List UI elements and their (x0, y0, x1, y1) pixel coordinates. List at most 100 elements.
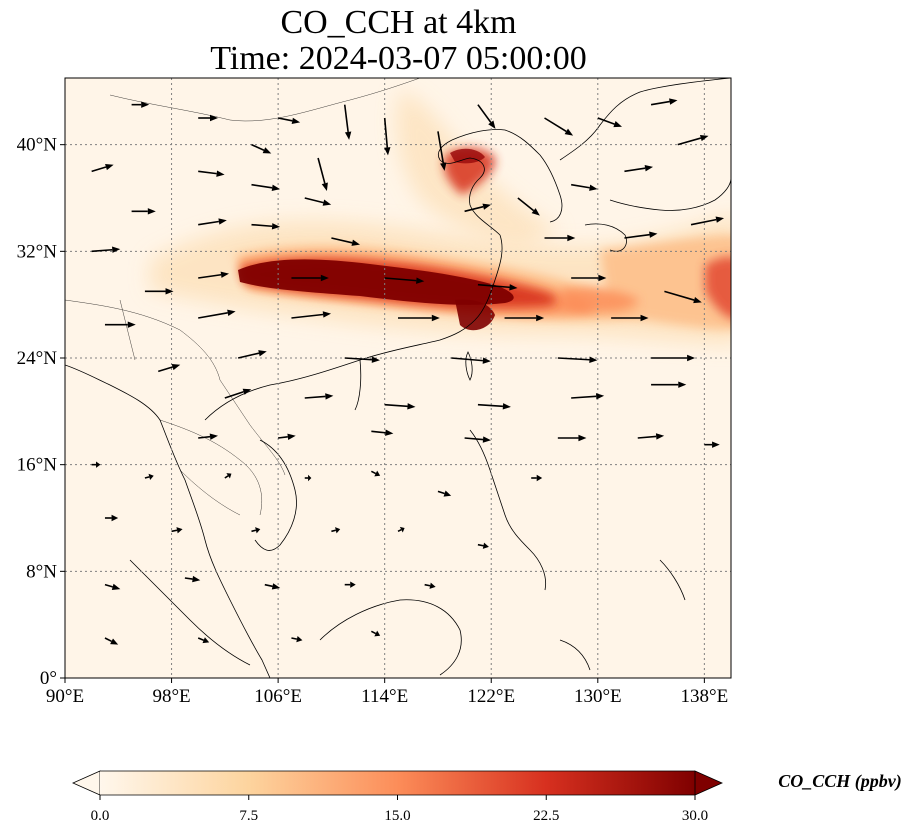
wind-vector-arrow (291, 635, 303, 643)
wind-vector-arrow (437, 490, 452, 497)
wind-vector-arrow (690, 216, 725, 226)
x-tick-label: 114°E (361, 686, 408, 707)
wind-vector-arrow (198, 114, 218, 122)
wind-vector-arrow (650, 98, 678, 106)
wind-vector-arrow (371, 429, 394, 436)
wind-vector-arrow (171, 527, 183, 534)
wind-vector-arrow (304, 393, 334, 400)
map-area (65, 78, 731, 678)
wind-vector-arrow (517, 197, 540, 216)
colorbar-ticks: 0.0 7.5 15.0 22.5 30.0 (91, 795, 708, 824)
wind-vector-arrow (104, 321, 136, 328)
wind-vector-arrow (104, 637, 119, 645)
wind-vector-arrow (384, 403, 416, 410)
x-tick-label: 138°E (681, 686, 729, 707)
y-tick-label: 32°N (17, 241, 58, 262)
y-tick-label: 40°N (17, 135, 58, 156)
wind-vectors (91, 98, 725, 645)
wind-vector-arrow (504, 314, 545, 322)
colorbar-tick-label: 30.0 (682, 808, 708, 824)
y-tick-label: 8°N (26, 561, 57, 582)
wind-vector-arrow (131, 208, 156, 215)
wind-vector-arrow (304, 474, 312, 482)
wind-vector-arrow (291, 274, 329, 282)
latitude-ticks: 0° 8°N 16°N 24°N 32°N 40°N (17, 135, 65, 689)
wind-vector-arrow (158, 363, 181, 373)
colorbar-tick-label: 15.0 (384, 808, 410, 824)
colorbar: 0.0 7.5 15.0 22.5 30.0 CO_CCH (ppbv) (72, 770, 902, 824)
wind-vector-arrow (477, 104, 496, 129)
wind-vector-arrow (251, 223, 281, 230)
wind-vector-arrow (331, 237, 360, 246)
wind-vector-arrow (198, 433, 218, 440)
wind-vector-arrow (464, 436, 491, 443)
y-tick-label: 16°N (17, 455, 58, 476)
wind-vector-arrow (477, 283, 518, 291)
wind-vector-arrow (144, 473, 154, 481)
map-subtitle-time: Time: 2024-03-07 05:00:00 (210, 40, 587, 77)
wind-vector-arrow (557, 434, 587, 442)
wind-vector-arrow (384, 277, 425, 284)
wind-vector-arrow (397, 526, 405, 533)
wind-vector-arrow (637, 433, 665, 440)
wind-vector-arrow (198, 218, 227, 226)
wind-vector-arrow (371, 470, 381, 477)
co-concentration-field (150, 90, 731, 345)
colorbar-tick-label: 0.0 (91, 808, 110, 824)
wind-vector-arrow (451, 357, 491, 364)
x-tick-label: 90°E (46, 686, 84, 707)
wind-vector-arrow (571, 183, 598, 191)
wind-vector-arrow (131, 101, 150, 108)
wind-vector-arrow (677, 134, 709, 146)
wind-vector-arrow (704, 441, 720, 448)
y-tick-label: 0° (40, 668, 57, 689)
colorbar-gradient (100, 771, 695, 795)
wind-vector-arrow (224, 473, 232, 479)
wind-vector-arrow (437, 131, 447, 171)
wind-vector-arrow (277, 117, 301, 124)
wind-vector-arrow (344, 581, 356, 588)
wind-vector-arrow (197, 637, 210, 644)
wind-vector-arrow (317, 157, 328, 191)
wind-vector-arrow (224, 388, 252, 399)
wind-vector-arrow (531, 474, 543, 482)
wind-vector-arrow (237, 350, 267, 359)
wind-vector-arrow (198, 271, 229, 279)
wind-vector-arrow (477, 403, 511, 410)
wind-vector-arrow (198, 170, 225, 177)
x-tick-label: 98°E (152, 686, 190, 707)
wind-vector-arrow (651, 354, 696, 362)
wind-vector-arrow (91, 461, 101, 468)
wind-vector-arrow (343, 104, 352, 140)
country-borders (65, 78, 421, 516)
wind-vector-arrow (544, 234, 576, 242)
colorbar-extend-min (72, 770, 101, 796)
wind-vector-arrow (624, 164, 654, 173)
wind-vector-arrow (104, 514, 119, 522)
wind-vector-arrow (104, 583, 121, 590)
wind-vector-arrow (624, 231, 658, 239)
wind-vector-arrow (398, 314, 440, 322)
wind-vector-arrow (424, 582, 436, 589)
wind-vector-arrow (651, 381, 687, 388)
wind-vector-arrow (557, 356, 598, 363)
wind-vector-arrow (383, 117, 391, 156)
wind-vector-arrow (91, 246, 121, 253)
wind-vector-arrow (251, 143, 272, 154)
longitude-ticks: 90°E 98°E 106°E 114°E 122°E 130°E 138°E (46, 678, 728, 707)
wind-vector-arrow (544, 117, 574, 136)
wind-vector-arrow (251, 527, 261, 534)
wind-vector-arrow (664, 290, 702, 304)
wind-vector-arrow (571, 393, 605, 400)
wind-vector-arrow (477, 542, 489, 549)
colorbar-extend-max (694, 770, 723, 796)
map-title: CO_CCH at 4km (280, 4, 517, 41)
x-tick-label: 130°E (574, 686, 622, 707)
wind-vector-arrow (264, 583, 281, 590)
wind-vector-arrow (304, 197, 332, 206)
map-frame (64, 77, 732, 679)
wind-vector-arrow (184, 575, 201, 583)
wind-vector-arrow (371, 630, 381, 637)
colorbar-label: CO_CCH (ppbv) (778, 771, 902, 792)
